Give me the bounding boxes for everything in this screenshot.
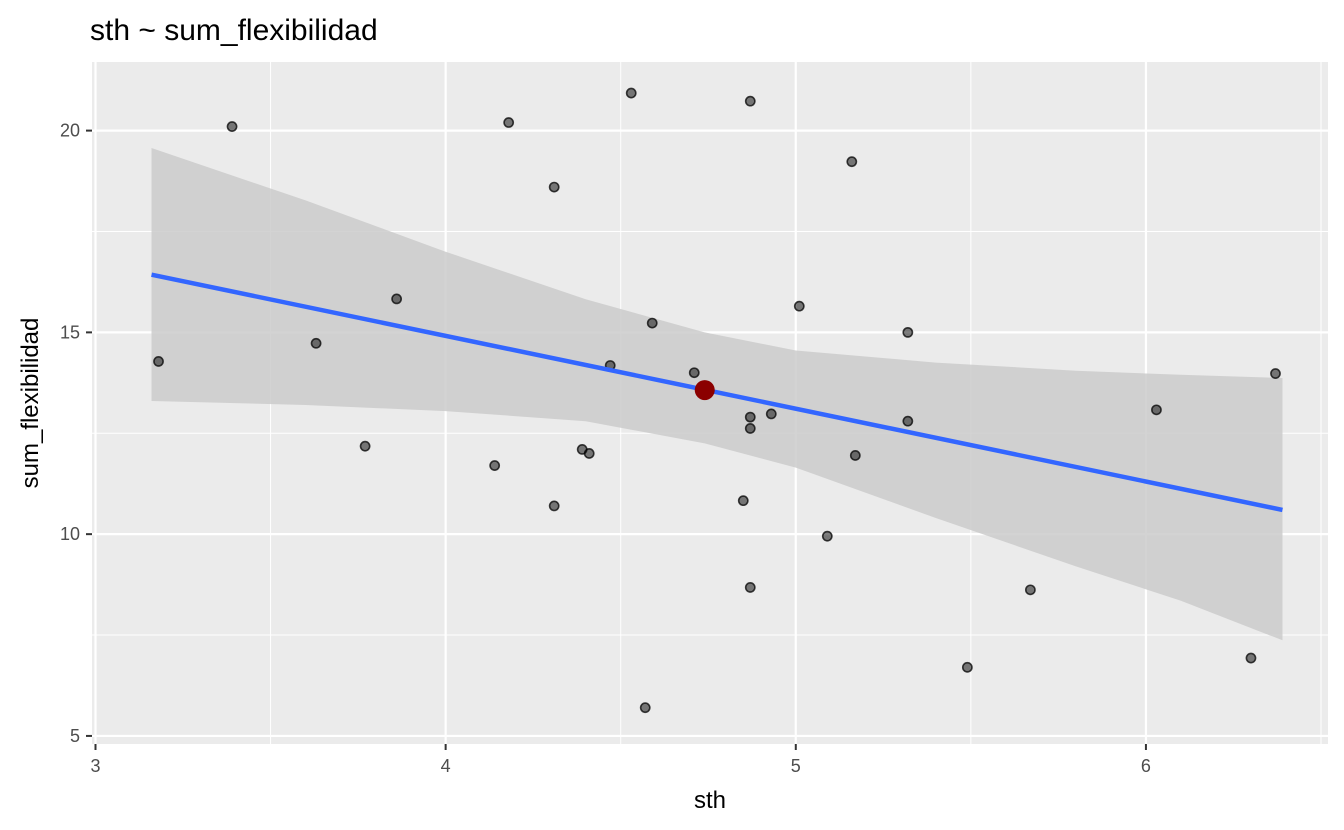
data-point	[359, 440, 371, 452]
data-point	[744, 423, 756, 434]
data-point	[489, 460, 501, 471]
data-point	[503, 117, 515, 128]
data-point	[961, 661, 973, 673]
data-point	[391, 293, 403, 305]
highlight-point-layer	[694, 380, 715, 401]
data-point	[639, 702, 651, 714]
data-point	[646, 317, 658, 329]
y-tick-label: 20	[60, 121, 80, 141]
regression-line	[151, 272, 1283, 513]
data-point	[688, 367, 700, 379]
data-point	[226, 121, 238, 132]
x-tick-labels: 3 4 5 6	[90, 756, 1150, 776]
y-tick-label: 10	[60, 524, 80, 544]
data-point	[793, 300, 805, 312]
regression-line-layer	[151, 272, 1283, 513]
data-point	[548, 181, 560, 193]
data-point	[846, 156, 858, 168]
data-points-layer	[153, 87, 1281, 714]
data-point	[310, 337, 322, 349]
y-tick-label: 5	[70, 726, 80, 746]
axis-ticks	[86, 129, 1147, 750]
chart-title: sth ~ sum_flexibilidad	[90, 14, 378, 47]
x-tick-label: 3	[90, 756, 100, 776]
x-tick-label: 5	[791, 756, 801, 776]
y-tick-labels: 5 10 15 20	[60, 121, 80, 746]
x-tick-label: 4	[441, 756, 451, 776]
y-tick-label: 15	[60, 322, 80, 342]
data-point	[765, 408, 777, 420]
data-point	[849, 450, 861, 461]
data-point	[625, 87, 637, 99]
data-point	[583, 448, 595, 459]
data-point	[821, 530, 833, 542]
data-point	[744, 582, 756, 593]
data-point	[744, 411, 756, 423]
data-point	[548, 500, 560, 512]
data-point	[902, 326, 914, 338]
data-point	[1270, 368, 1281, 379]
data-point	[902, 415, 914, 427]
data-point	[153, 356, 164, 367]
data-point	[737, 495, 749, 507]
data-point	[1245, 652, 1257, 664]
x-axis-title: sth	[694, 787, 726, 814]
highlight-point	[694, 380, 715, 401]
data-point	[744, 95, 756, 107]
data-point	[1151, 404, 1162, 416]
y-axis-title: sum_flexibilidad	[17, 318, 44, 489]
data-point	[1024, 584, 1036, 596]
x-tick-label: 6	[1141, 756, 1151, 776]
